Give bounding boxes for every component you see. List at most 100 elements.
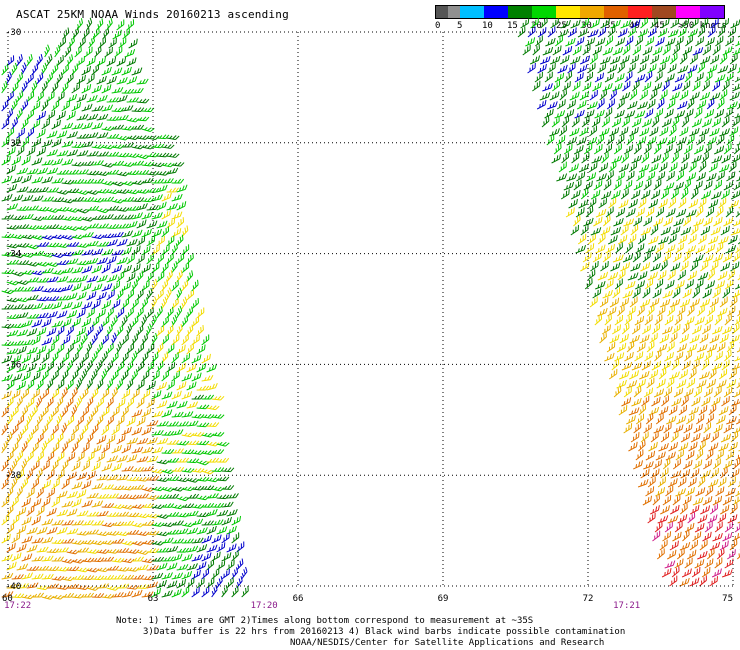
wind-barb	[156, 494, 170, 500]
wind-barb	[648, 235, 659, 245]
latitude-label: -32	[5, 139, 21, 149]
wind-barb	[56, 526, 68, 535]
wind-barb	[675, 243, 684, 254]
wind-barb	[146, 475, 160, 481]
wind-barb	[191, 431, 205, 437]
wind-barb	[692, 47, 704, 56]
wind-barb	[646, 171, 656, 182]
wind-barb	[101, 333, 109, 346]
wind-barb	[111, 249, 124, 256]
wind-barb	[111, 538, 125, 544]
wind-barb	[625, 208, 636, 218]
wind-barb	[41, 518, 54, 526]
wind-barb	[669, 298, 681, 308]
wind-barb	[699, 371, 710, 380]
wind-barb	[51, 301, 63, 310]
wind-barb	[156, 152, 170, 158]
wind-barb	[121, 281, 132, 292]
wind-barb	[91, 105, 104, 112]
wind-barb	[36, 363, 47, 373]
wind-barb	[31, 460, 40, 472]
wind-barb	[106, 205, 120, 211]
wind-barb	[573, 145, 584, 155]
wind-barb	[216, 576, 223, 589]
wind-barb	[722, 495, 733, 506]
wind-barb	[651, 360, 662, 371]
wind-barb	[716, 548, 725, 560]
wind-barb	[610, 262, 621, 272]
wind-barb	[126, 170, 140, 176]
wind-barb	[727, 268, 735, 281]
wind-barb	[96, 223, 109, 229]
wind-barb	[206, 493, 219, 499]
wind-barb	[544, 71, 553, 83]
wind-barb	[116, 238, 128, 247]
wind-barb	[26, 313, 40, 319]
wind-barb	[601, 324, 611, 335]
wind-barb	[16, 72, 24, 85]
wind-barb	[61, 318, 72, 328]
wind-barb	[731, 153, 740, 164]
wind-barb	[550, 18, 559, 29]
wind-barb	[1, 118, 10, 130]
wind-barb	[101, 283, 113, 292]
wind-barb	[701, 396, 711, 407]
wind-barb	[136, 584, 150, 589]
wind-barb	[206, 508, 218, 517]
wind-barb	[151, 143, 165, 149]
wind-barb	[695, 449, 704, 461]
wind-barb	[647, 27, 657, 38]
wind-barb	[116, 256, 128, 265]
wind-barb	[126, 57, 137, 67]
wind-barb	[659, 126, 669, 137]
wind-barb	[16, 469, 25, 481]
wind-barb	[626, 341, 635, 353]
wind-barb	[56, 396, 64, 409]
wind-barb	[690, 504, 700, 515]
wind-barb	[619, 370, 630, 380]
wind-barb	[1, 374, 13, 382]
wind-barb	[121, 389, 131, 400]
wind-barb	[141, 161, 155, 167]
wind-barb	[146, 397, 155, 409]
wind-barb	[649, 89, 658, 101]
wind-barb	[646, 98, 656, 110]
wind-barb	[706, 378, 716, 389]
wind-barb	[66, 415, 75, 427]
wind-barb	[610, 226, 621, 236]
wind-barb	[101, 144, 115, 150]
wind-barb	[711, 117, 722, 128]
wind-barb	[46, 488, 56, 499]
wind-barb	[648, 369, 659, 380]
wind-barb	[522, 44, 531, 56]
wind-barb	[698, 405, 708, 416]
wind-barb	[11, 271, 25, 277]
wind-barb	[700, 260, 709, 272]
wind-barb	[41, 235, 55, 240]
wind-barb	[11, 574, 24, 580]
wind-barb	[597, 26, 607, 38]
wind-barb	[621, 397, 632, 407]
wind-barb	[116, 189, 130, 194]
wind-barb	[141, 211, 153, 220]
wind-barb	[91, 160, 104, 166]
wind-barb	[734, 110, 740, 119]
wind-barb	[637, 63, 647, 74]
wind-barb	[649, 126, 659, 137]
wind-barb	[706, 98, 715, 110]
legend-swatch	[532, 6, 556, 18]
wind-barb	[728, 199, 739, 209]
wind-barb	[599, 332, 607, 344]
wind-barb	[735, 37, 740, 47]
wind-barb	[716, 98, 725, 110]
wind-barb	[628, 407, 640, 416]
wind-barb	[41, 303, 54, 310]
footnote-line-1: Note: 1) Times are GMT 2)Times along bot…	[116, 616, 534, 626]
wind-barb	[597, 271, 609, 281]
wind-barb	[630, 262, 641, 272]
wind-barb	[181, 296, 188, 310]
wind-barb	[650, 224, 659, 236]
wind-barb	[136, 416, 146, 427]
wind-barb	[634, 351, 644, 362]
wind-barb	[26, 566, 40, 571]
